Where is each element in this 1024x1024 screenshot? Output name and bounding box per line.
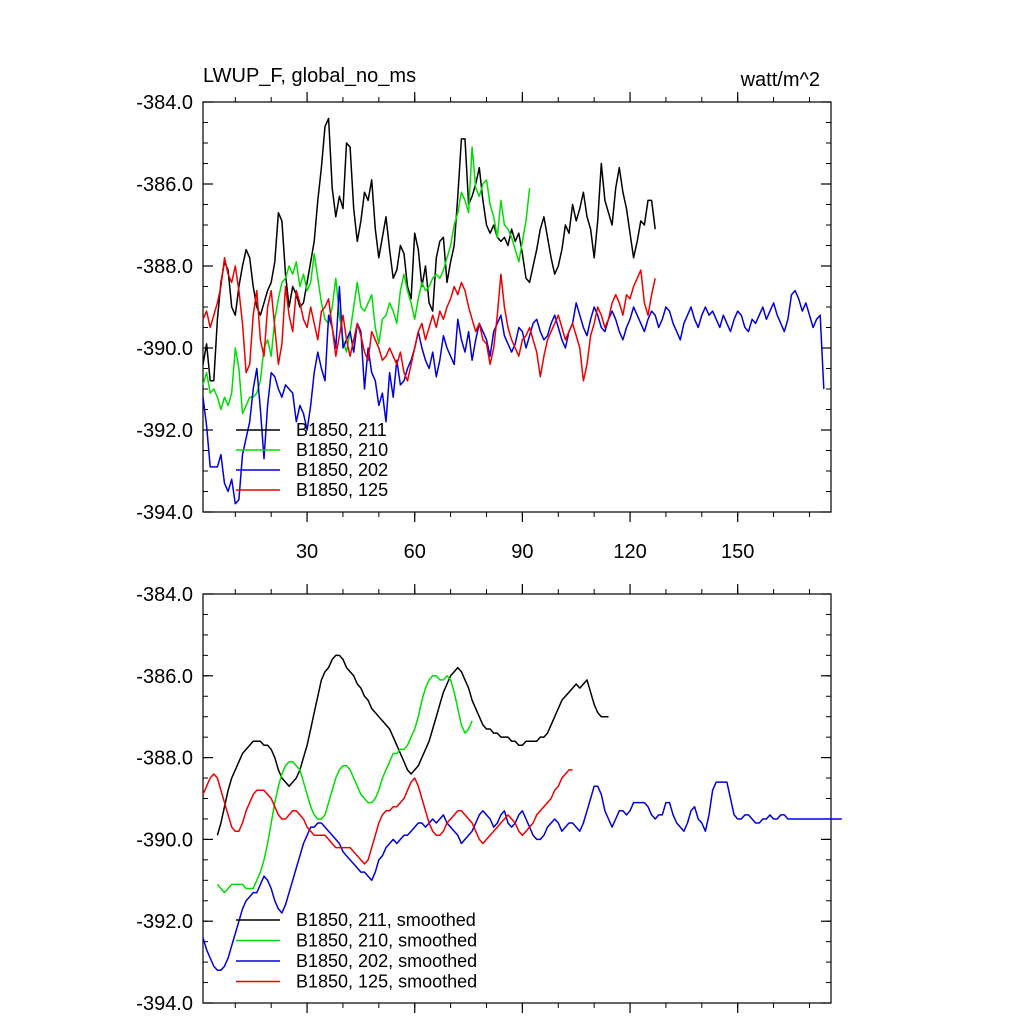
y-tick-label: -392.0 [136,911,193,933]
y-tick-label: -386.0 [136,666,193,688]
x-tick-label: 60 [404,541,426,563]
series-line-2 [216,675,473,894]
legend-label-3: B1850, 202 [296,460,388,480]
legend-label-4: B1850, 125, smoothed [296,972,477,992]
series-line-1 [202,117,656,382]
y-tick-label: -392.0 [136,420,193,442]
legend-label-4: B1850, 125 [296,480,388,500]
legend-label-2: B1850, 210, smoothed [296,931,477,951]
x-tick-label: 90 [511,541,533,563]
x-tick-label: 30 [296,541,318,563]
y-tick-label: -388.0 [136,256,193,278]
top-panel: LWUP_F, global_no_ms watt/m^2 -384.0 -386… [136,65,832,563]
y-tick-label: -388.0 [136,748,193,770]
y-tick-label: -394.0 [136,502,193,524]
bottom-panel: -384.0 -386.0 -388.0 -390.0 -392.0 -394.0 B18… [136,584,842,1015]
y-tick-label: -394.0 [136,993,193,1015]
x-tick-label: 120 [613,541,646,563]
y-tick-label: -386.0 [136,174,193,196]
legend-label-1: B1850, 211, smoothed [296,910,476,930]
x-tick-label: 150 [721,541,754,563]
series-line-4 [202,257,656,382]
top-chart-units: watt/m^2 [740,69,820,91]
legend-label-3: B1850, 202, smoothed [296,951,477,971]
series-line-4 [202,769,573,865]
top-chart-title: LWUP_F, global_no_ms [203,65,416,87]
y-tick-label: -384.0 [136,584,193,606]
series-line-1 [216,654,609,836]
y-tick-label: -390.0 [136,338,193,360]
y-tick-label: -390.0 [136,829,193,851]
legend-label-2: B1850, 210 [296,440,388,460]
legend-label-1: B1850, 211 [296,420,387,440]
series-line-3 [202,285,825,505]
series-line-2 [202,146,531,415]
y-tick-label: -384.0 [136,92,193,114]
bottom-plot-area: -384.0 -386.0 -388.0 -390.0 -392.0 -394.0 [136,584,842,1015]
top-plot-area: -384.0 -386.0 -388.0 -390.0 -392.0 -394.0 30 60… [136,92,832,563]
